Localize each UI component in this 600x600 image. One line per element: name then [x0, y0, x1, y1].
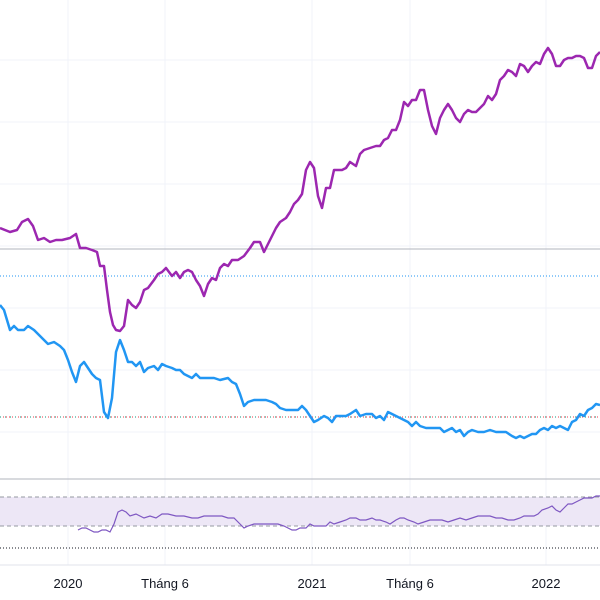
x-tick-label: 2020 [54, 576, 83, 591]
oscillator-band [0, 497, 600, 526]
oscillator-line[interactable] [77, 495, 600, 533]
x-tick-label: Tháng 6 [141, 576, 189, 591]
chart-grid [0, 0, 600, 565]
purple-series-line[interactable] [0, 46, 600, 333]
x-tick-label: 2022 [532, 576, 561, 591]
x-tick-label: 2021 [298, 576, 327, 591]
blue-series-line[interactable] [0, 304, 600, 440]
x-tick-label: Tháng 6 [386, 576, 434, 591]
